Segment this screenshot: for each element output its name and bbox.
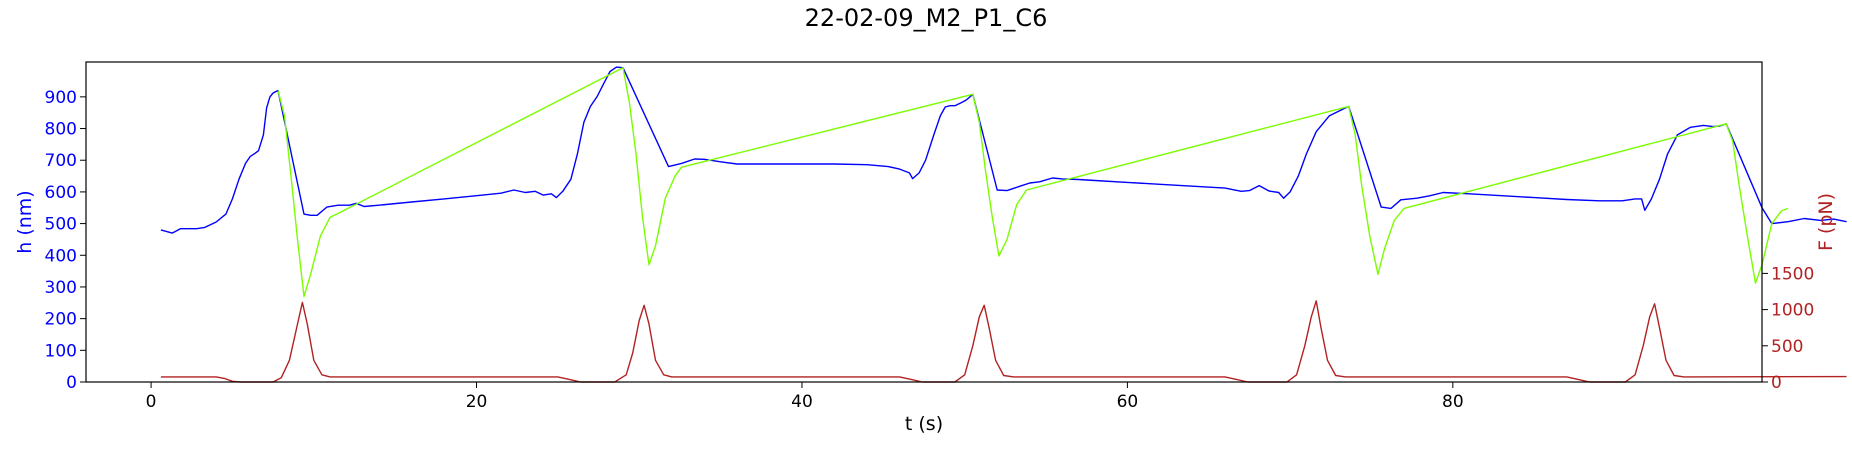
y-left-tick-label: 600 <box>45 183 77 203</box>
series-line-2 <box>160 300 1847 383</box>
y-left-tick-label: 500 <box>45 215 77 235</box>
x-tick-label: 80 <box>1442 392 1464 412</box>
y-left-tick-label: 100 <box>45 341 77 361</box>
y-left-tick-label: 700 <box>45 151 77 171</box>
plot-series <box>160 66 1847 383</box>
y-left-tick-label: 200 <box>45 310 77 330</box>
y-left-tick-label: 300 <box>45 278 77 298</box>
y-right-tick-label: 1500 <box>1771 264 1814 284</box>
y-left-tick-label: 400 <box>45 246 77 266</box>
y-right-tick-label: 0 <box>1771 373 1782 393</box>
x-axis-label: t (s) <box>905 413 943 435</box>
x-tick-label: 60 <box>1117 392 1139 412</box>
chart-title: 22-02-09_M2_P1_C6 <box>805 4 1048 32</box>
series-line-1 <box>277 67 1789 298</box>
y-left-tick-label: 0 <box>66 373 77 393</box>
x-tick-label: 0 <box>146 392 157 412</box>
x-tick-label: 40 <box>791 392 813 412</box>
y-right-axis-label: F (pN) <box>1815 193 1837 251</box>
plot-frame <box>85 61 1763 383</box>
y-left-tick-label: 800 <box>45 120 77 140</box>
y-left-tick-label: 900 <box>45 88 77 108</box>
y-left-axis-ticks: 0 100 200 300 400 500 600 700 800 900 <box>45 88 86 393</box>
y-right-tick-label: 500 <box>1771 337 1803 357</box>
x-axis-ticks: 0 20 40 60 80 <box>146 382 1464 412</box>
y-left-axis-label: h (nm) <box>14 190 36 253</box>
y-right-axis-ticks: 0 500 1000 1500 <box>1762 264 1814 393</box>
series-line-0 <box>160 66 1847 234</box>
y-right-tick-label: 1000 <box>1771 301 1814 321</box>
x-tick-label: 20 <box>466 392 488 412</box>
